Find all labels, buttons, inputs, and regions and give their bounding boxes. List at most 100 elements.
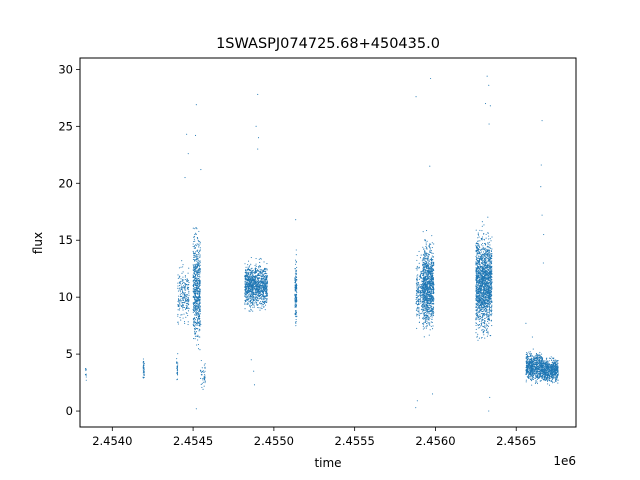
data-point bbox=[421, 303, 424, 306]
data-point bbox=[433, 311, 435, 314]
data-point bbox=[193, 245, 195, 248]
data-point bbox=[195, 314, 197, 316]
data-point bbox=[475, 299, 477, 301]
data-point bbox=[430, 260, 432, 262]
data-point bbox=[419, 293, 421, 295]
data-point bbox=[263, 306, 265, 308]
data-point bbox=[416, 283, 418, 285]
data-point bbox=[181, 287, 183, 289]
data-point bbox=[194, 276, 196, 278]
data-point bbox=[263, 278, 265, 280]
data-point bbox=[483, 329, 486, 331]
data-point bbox=[266, 263, 268, 265]
data-point bbox=[199, 300, 201, 302]
data-point bbox=[490, 254, 492, 256]
data-point bbox=[247, 284, 249, 286]
data-point bbox=[197, 304, 200, 306]
data-point bbox=[416, 304, 418, 306]
data-point bbox=[178, 275, 180, 277]
data-point bbox=[294, 268, 296, 270]
data-point bbox=[422, 301, 424, 303]
data-point bbox=[427, 318, 429, 321]
data-point bbox=[432, 310, 435, 312]
data-point bbox=[427, 268, 429, 270]
data-point bbox=[431, 318, 433, 320]
data-point bbox=[426, 263, 428, 265]
data-point bbox=[256, 292, 258, 294]
data-point bbox=[266, 269, 268, 271]
data-point bbox=[179, 307, 181, 309]
data-point bbox=[481, 225, 483, 227]
data-point bbox=[423, 336, 425, 338]
data-point bbox=[195, 233, 198, 235]
data-point bbox=[490, 266, 492, 269]
data-point bbox=[491, 260, 493, 262]
data-point bbox=[426, 287, 429, 289]
data-point bbox=[487, 281, 489, 283]
data-point bbox=[251, 282, 253, 284]
data-point bbox=[477, 232, 479, 234]
data-point bbox=[426, 310, 428, 312]
data-point bbox=[478, 251, 480, 253]
data-point bbox=[246, 280, 248, 282]
data-point bbox=[266, 276, 268, 278]
data-point bbox=[423, 280, 425, 282]
data-point bbox=[476, 254, 478, 256]
data-point bbox=[203, 364, 205, 366]
data-point bbox=[193, 302, 195, 305]
data-point bbox=[258, 258, 260, 260]
data-point bbox=[487, 306, 489, 308]
data-point bbox=[426, 248, 428, 250]
data-point bbox=[180, 314, 182, 316]
data-point bbox=[245, 285, 247, 288]
data-point bbox=[295, 269, 297, 271]
data-point bbox=[260, 282, 263, 284]
data-point bbox=[485, 254, 487, 256]
data-point bbox=[197, 257, 199, 259]
data-point bbox=[426, 265, 428, 267]
data-point bbox=[261, 280, 263, 282]
data-point bbox=[479, 246, 481, 248]
data-point bbox=[484, 337, 486, 339]
data-point bbox=[425, 323, 428, 325]
data-point bbox=[248, 287, 250, 289]
data-point bbox=[182, 317, 184, 319]
data-point bbox=[476, 295, 478, 297]
data-point bbox=[198, 328, 201, 330]
data-point bbox=[427, 306, 429, 309]
data-point bbox=[424, 318, 426, 320]
data-point bbox=[194, 240, 196, 242]
data-point bbox=[260, 258, 262, 260]
data-point bbox=[416, 285, 418, 287]
data-point bbox=[433, 284, 435, 286]
data-point bbox=[426, 285, 428, 287]
data-point bbox=[196, 308, 198, 310]
data-point bbox=[142, 372, 144, 374]
data-point bbox=[264, 272, 266, 275]
data-point bbox=[422, 317, 424, 319]
data-point bbox=[485, 282, 487, 285]
data-point bbox=[185, 316, 187, 318]
data-point bbox=[197, 312, 199, 314]
data-point bbox=[183, 286, 185, 288]
data-point bbox=[416, 267, 418, 269]
chart-title: 1SWASPJ074725.68+450435.0 bbox=[216, 36, 440, 52]
data-point bbox=[478, 245, 480, 247]
data-point bbox=[487, 320, 489, 322]
data-point bbox=[194, 271, 196, 273]
data-point bbox=[257, 278, 259, 280]
data-point bbox=[197, 300, 199, 302]
data-point bbox=[181, 289, 183, 291]
data-point bbox=[193, 247, 195, 249]
data-point bbox=[143, 367, 145, 369]
data-point bbox=[258, 295, 260, 297]
data-point bbox=[185, 312, 187, 314]
data-point bbox=[143, 370, 145, 372]
data-point bbox=[487, 242, 489, 244]
data-point bbox=[431, 312, 433, 314]
data-point bbox=[192, 306, 195, 308]
data-point bbox=[432, 275, 434, 277]
data-point bbox=[177, 290, 179, 292]
data-point bbox=[264, 270, 266, 272]
data-point bbox=[430, 325, 432, 327]
